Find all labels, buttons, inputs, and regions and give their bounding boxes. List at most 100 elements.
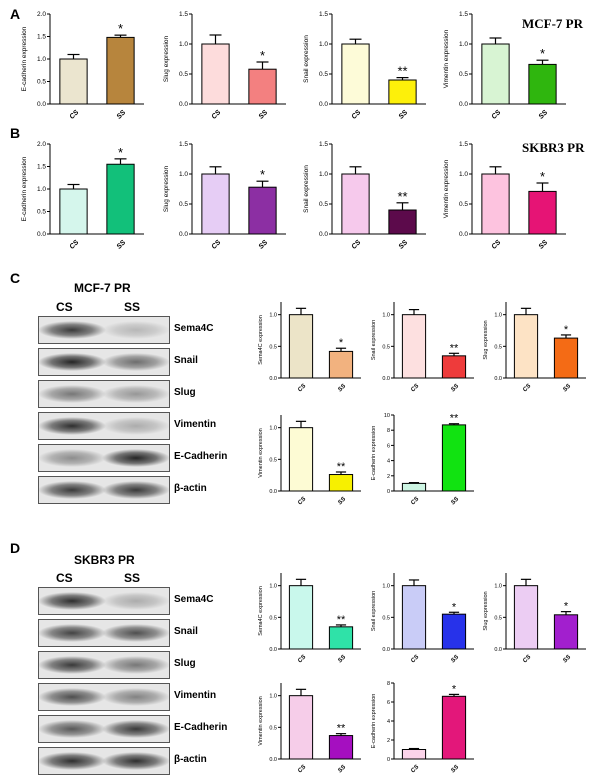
x-tick-label: SS — [538, 109, 550, 121]
bar-ss — [328, 350, 354, 379]
bar-cs — [201, 43, 230, 105]
x-tick-label: CS — [491, 109, 503, 121]
significance-marker: * — [564, 324, 569, 336]
bar-cs — [401, 585, 427, 650]
significance-marker: * — [118, 21, 123, 36]
y-tick-label: 2 — [387, 474, 390, 480]
significance-marker: ** — [337, 461, 346, 473]
y-tick-label: 0.0 — [459, 101, 468, 108]
bar-ss — [441, 695, 467, 760]
chart-c-sema4c: 0.0 0.5 1.0 Sema4C expression CS * SS — [258, 302, 361, 393]
significance-marker: ** — [397, 64, 407, 79]
bar-cs — [288, 427, 314, 492]
bar-ss — [328, 474, 354, 492]
y-tick-label: 0.0 — [319, 101, 328, 108]
y-axis-label: Snail expression — [371, 591, 377, 631]
x-tick-label: CS — [69, 239, 81, 251]
lane-label-ss-c: SS — [124, 300, 141, 314]
panel-letter-a: A — [10, 6, 21, 22]
bar-cs — [481, 173, 510, 235]
chart-b-vimentin: 0.0 0.5 1.0 1.5 Vimentin expression CS * SS — [443, 141, 566, 251]
y-tick-label: 2.0 — [37, 11, 46, 18]
y-axis-label: Sema4C expression — [258, 586, 264, 636]
y-tick-label: 0.5 — [319, 201, 328, 208]
bar-ss — [441, 355, 467, 379]
y-axis-label: E-cadherin expression — [371, 694, 377, 749]
bar-ss — [553, 337, 579, 379]
bar-cs — [341, 173, 370, 235]
cell-line-title-b: SKBR3 PR — [522, 140, 585, 155]
y-tick-label: 1.0 — [459, 171, 468, 178]
y-tick-label: 1.0 — [269, 694, 277, 700]
y-tick-label: 0.5 — [382, 344, 390, 350]
x-tick-label: CS — [297, 383, 307, 393]
x-tick-label: SS — [116, 109, 128, 121]
y-tick-label: 0 — [387, 489, 390, 495]
y-tick-label: 1.0 — [269, 584, 277, 590]
y-tick-label: 1.5 — [179, 11, 188, 18]
y-tick-label: 1.0 — [37, 56, 46, 63]
y-tick-label: 0 — [387, 757, 390, 763]
blot-label: Vimentin — [174, 690, 217, 701]
significance-marker: * — [118, 145, 123, 160]
chart-d-slug: 0.0 0.5 1.0 Slug expression CS * SS — [483, 573, 586, 664]
significance-marker: ** — [337, 723, 346, 735]
chart-a-vimentin: 0.0 0.5 1.0 1.5 Vimentin expression CS * SS — [443, 11, 566, 121]
x-tick-label: SS — [337, 383, 347, 393]
chart-c-slug: 0.0 0.5 1.0 Slug expression CS * SS — [483, 302, 586, 393]
y-axis-label: Slug expression — [483, 320, 489, 359]
bar-cs — [401, 749, 427, 760]
y-tick-label: 1.0 — [269, 313, 277, 319]
bar-ss — [553, 614, 579, 650]
y-tick-label: 0.5 — [37, 209, 46, 216]
bar-ss — [528, 190, 557, 235]
blot-band-sema4c — [38, 587, 170, 615]
y-tick-label: 0.0 — [179, 101, 188, 108]
y-axis-label: Vimentin expression — [258, 696, 264, 745]
panel-letter-c: C — [10, 270, 21, 286]
bar-ss — [106, 36, 135, 105]
y-tick-label: 0.0 — [37, 231, 46, 238]
y-tick-label: 0.5 — [269, 725, 277, 731]
y-axis-label: Slug expression — [163, 165, 170, 212]
y-tick-label: 0.5 — [179, 71, 188, 78]
bar-cs — [288, 314, 314, 379]
y-tick-label: 6 — [387, 443, 390, 449]
y-tick-label: 1.5 — [459, 11, 468, 18]
bar-cs — [288, 585, 314, 650]
y-tick-label: 0.0 — [319, 231, 328, 238]
significance-marker: * — [540, 46, 545, 61]
x-tick-label: CS — [297, 496, 307, 506]
blot-band-snail — [38, 348, 170, 376]
y-axis-label: Vimentin expression — [443, 29, 450, 88]
bar-cs — [341, 43, 370, 105]
significance-marker: * — [339, 337, 344, 349]
y-tick-label: 2.0 — [37, 141, 46, 148]
y-axis-label: E-cadherin expression — [21, 156, 28, 221]
bar-cs — [481, 43, 510, 105]
y-axis-label: Slug expression — [483, 591, 489, 630]
chart-b-slug: 0.0 0.5 1.0 1.5 Slug expression CS * SS — [163, 141, 286, 251]
chart-b-ecadherin: 0.0 0.5 1.0 1.5 2.0 E-cadherin expression CS * S… — [21, 141, 144, 251]
y-tick-label: 0.5 — [459, 201, 468, 208]
y-tick-label: 0.5 — [494, 615, 502, 621]
x-tick-label: CS — [297, 764, 307, 774]
y-tick-label: 1.0 — [269, 426, 277, 432]
blot-label: β-actin — [174, 483, 207, 494]
panel-letter-d: D — [10, 540, 21, 556]
chart-a-ecadherin: 0.0 0.5 1.0 1.5 2.0 E-cadherin expression CS * S… — [21, 11, 144, 121]
y-axis-label: Vimentin expression — [443, 159, 450, 218]
chart-c-ecadherin: 0 2 4 6 8 10 E-cadherin expression CS ** SS — [371, 413, 474, 506]
significance-marker: ** — [397, 189, 407, 204]
bar-ss — [528, 63, 557, 105]
blot-label: Slug — [174, 658, 196, 669]
x-tick-label: CS — [211, 239, 223, 251]
y-tick-label: 1.5 — [319, 141, 328, 148]
bar-ss — [248, 186, 277, 235]
x-tick-label: CS — [491, 239, 503, 251]
x-tick-label: SS — [116, 239, 128, 251]
x-tick-label: CS — [522, 654, 532, 664]
bar-cs — [288, 695, 314, 760]
y-tick-label: 0.0 — [494, 647, 502, 653]
blot-label: Vimentin — [174, 419, 217, 430]
